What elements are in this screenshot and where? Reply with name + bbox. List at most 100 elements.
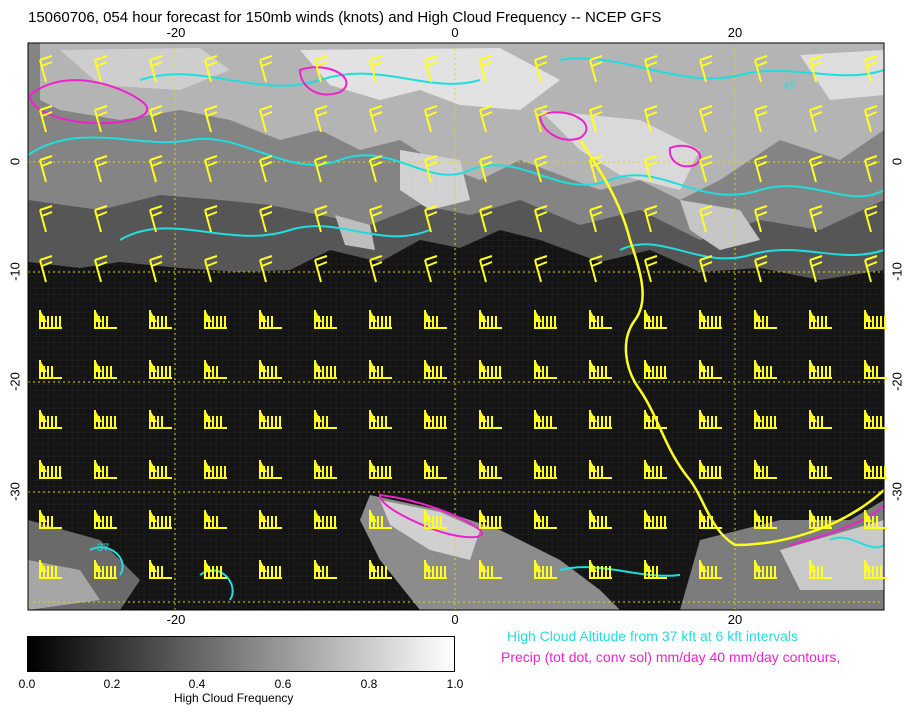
wind-barb [39,360,62,379]
wind-barb [314,205,328,233]
lon-label-bottom: -20 [166,612,186,627]
wind-barb [809,510,832,529]
wind-barb [39,55,53,83]
wind-barb [94,205,108,233]
wind-barb [864,310,887,329]
wind-barb [204,255,218,283]
cloud-altitude-contours [27,57,885,601]
wind-barb [699,560,722,579]
wind-barb [259,560,282,579]
wind-barb [864,205,878,233]
wind-barbs [39,55,887,579]
wind-barb [204,205,218,233]
wind-barb [864,55,878,83]
wind-barb [754,410,777,429]
wind-barb [479,105,493,133]
wind-barb [754,560,777,579]
wind-barb [809,360,832,379]
wind-barb [39,155,53,183]
wind-barb [369,360,392,379]
wind-barb [369,155,383,183]
wind-barb [424,105,438,133]
wind-barb [809,155,823,183]
wind-barb [754,55,768,83]
wind-barb [39,460,62,479]
wind-barb [39,105,53,133]
wind-barb [754,205,768,233]
wind-barb [369,510,392,529]
colorbar-label: High Cloud Frequency [174,691,294,705]
wind-barb [259,410,282,429]
lon-label-bottom: 0 [451,612,459,627]
wind-barb [699,155,713,183]
wind-barb [864,560,887,579]
wind-barb [424,255,438,283]
wind-barb [644,205,658,233]
wind-barb [204,360,227,379]
wind-barb [699,105,713,133]
wind-barb [644,105,658,133]
coastline [578,139,885,547]
wind-barb [534,560,557,579]
wind-barb [39,310,62,329]
wind-barb [204,510,227,529]
chart-title: 15060706, 054 hour forecast for 150mb wi… [28,9,662,26]
wind-barb [754,155,768,183]
wind-barb [369,460,392,479]
wind-barb [699,360,722,379]
wind-barb [94,360,117,379]
wind-barb [424,560,447,579]
colorbar-tick: 0.4 [188,677,206,691]
wind-barb [94,155,108,183]
wind-barb [424,310,447,329]
lat-label-left: 0 [7,157,23,166]
wind-barb [369,105,383,133]
wind-barb [204,560,227,579]
wind-barb [479,510,502,529]
wind-barb [369,55,383,83]
wind-barb [259,360,282,379]
lat-label-right: -20 [889,372,905,391]
wind-barb [149,560,172,579]
lon-label-top: -20 [166,25,186,40]
wind-barb [534,460,557,479]
colorbar-tick: 0.8 [360,677,378,691]
wind-barb [699,310,722,329]
wind-barb [754,360,777,379]
wind-barb [259,460,282,479]
wind-barb [479,205,493,233]
wind-barb [94,560,117,579]
wind-barb [204,460,227,479]
wind-barb [864,460,887,479]
wind-barb [754,255,768,283]
wind-barb [39,510,62,529]
wind-barb [39,205,53,233]
wind-barb [424,55,438,83]
wind-barb [94,255,108,283]
wind-barb [369,205,383,233]
wind-barb [589,55,603,83]
wind-barb [809,255,823,283]
wind-barb [809,410,832,429]
wind-barb [809,460,832,479]
colorbar-tick: 0.6 [274,677,292,691]
wind-barb [589,560,612,579]
wind-barb [259,105,273,133]
colorbar [27,636,455,672]
wind-barb [314,460,337,479]
wind-barb [809,105,823,133]
wind-barb [369,560,392,579]
wind-barb [644,360,667,379]
wind-barb [589,310,612,329]
wind-barb [809,205,823,233]
wind-barb [94,105,108,133]
wind-barb [699,460,722,479]
wind-barb [149,310,172,329]
wind-barb [864,255,878,283]
lat-label-right: 0 [889,157,905,166]
lat-label-right: -10 [889,262,905,281]
wind-barb [534,410,557,429]
wind-barb [424,205,438,233]
wind-barb [699,205,713,233]
wind-barb [644,560,667,579]
